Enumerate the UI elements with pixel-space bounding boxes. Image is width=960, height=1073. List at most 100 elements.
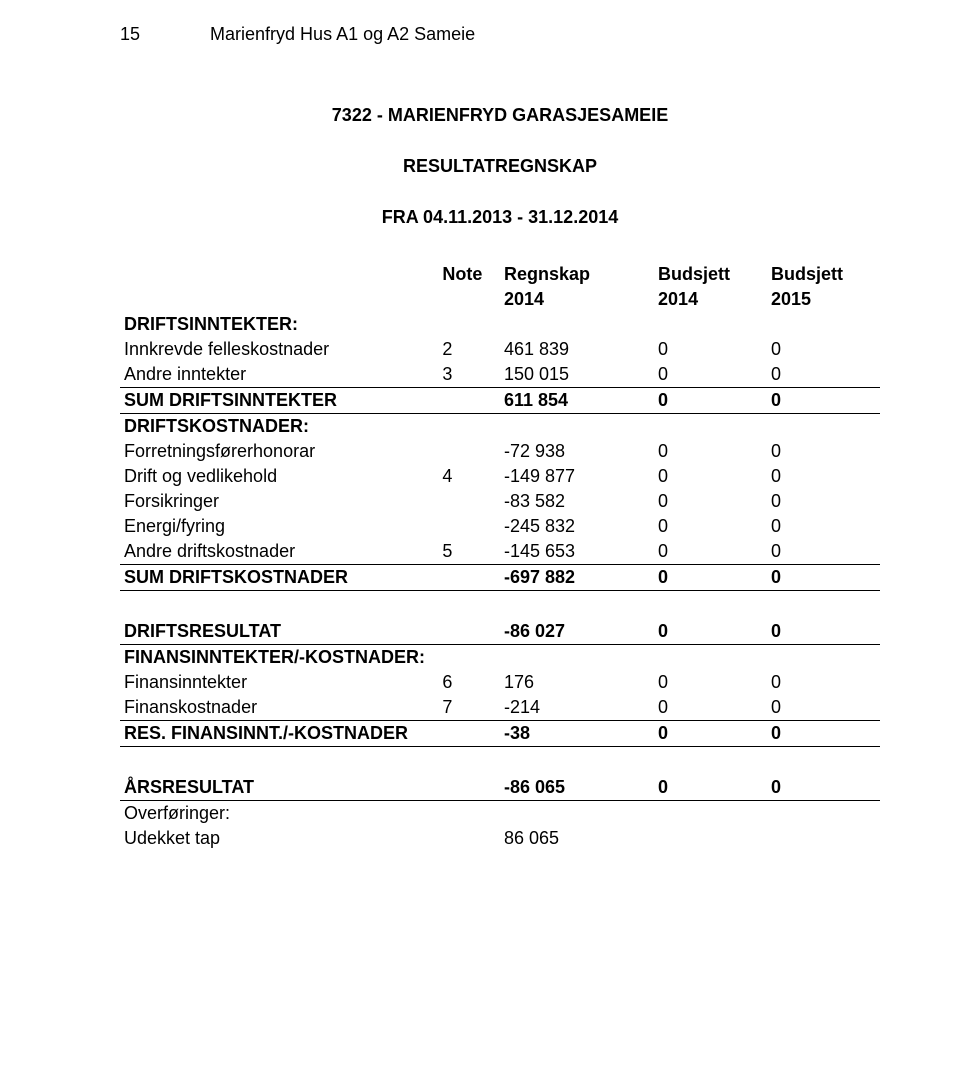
table-row: Innkrevde felleskostnader 2 461 839 0 0 [120,337,880,362]
row-val-a: -245 832 [500,514,654,539]
row-val-a: 150 015 [500,362,654,388]
table-row: Forsikringer -83 582 0 0 [120,489,880,514]
table-header-row-2: 2014 2014 2015 [120,287,880,312]
row-note [438,619,500,645]
row-note: 3 [438,362,500,388]
row-val-a: -145 653 [500,539,654,565]
table-header-row-1: Note Regnskap Budsjett Budsjett [120,262,880,287]
sum-row-costs: SUM DRIFTSKOSTNADER -697 882 0 0 [120,565,880,591]
heading-finans: FINANSINNTEKTER/-KOSTNADER: [120,645,880,671]
page-number: 15 [120,24,140,45]
row-val-c: 0 [767,539,880,565]
row-note [438,721,500,747]
row-val-c: 0 [767,464,880,489]
row-label: Andre inntekter [120,362,438,388]
row-val-b: 0 [654,514,767,539]
row-note [438,489,500,514]
document-title: Marienfryd Hus A1 og A2 Sameie [210,24,475,45]
table-row: Andre driftskostnader 5 -145 653 0 0 [120,539,880,565]
row-val-c: 0 [767,775,880,801]
row-val-a: 611 854 [500,388,654,414]
row-val-b: 0 [654,489,767,514]
row-note [438,826,500,851]
row-val-b: 0 [654,439,767,464]
row-val-c: 0 [767,721,880,747]
row-val-a: -86 065 [500,775,654,801]
row-note [438,514,500,539]
row-label: Andre driftskostnader [120,539,438,565]
year-result-row: ÅRSRESULTAT -86 065 0 0 [120,775,880,801]
sum-row-fin: RES. FINANSINNT./-KOSTNADER -38 0 0 [120,721,880,747]
row-val-c: 0 [767,670,880,695]
row-val-c: 0 [767,489,880,514]
table-row: Finanskostnader 7 -214 0 0 [120,695,880,721]
row-val-a: -149 877 [500,464,654,489]
row-val-a: 86 065 [500,826,654,851]
row-val-a: 176 [500,670,654,695]
row-val-b: 0 [654,539,767,565]
row-val-a: -72 938 [500,439,654,464]
heading-overforinger: Overføringer: [120,801,880,827]
row-val-c: 0 [767,362,880,388]
row-note [438,775,500,801]
row-val-a: -214 [500,695,654,721]
spacer-row [120,591,880,620]
section-heading-fin: FINANSINNTEKTER/-KOSTNADER: [120,645,880,671]
section-heading-income: DRIFTSINNTEKTER: [120,312,880,337]
row-label: SUM DRIFTSKOSTNADER [120,565,438,591]
row-label: RES. FINANSINNT./-KOSTNADER [120,721,438,747]
row-val-c: 0 [767,388,880,414]
page: 15 Marienfryd Hus A1 og A2 Sameie 7322 -… [0,0,960,1073]
row-val-c: 0 [767,695,880,721]
row-label: Finanskostnader [120,695,438,721]
row-val-c [767,826,880,851]
report-subtitle: RESULTATREGNSKAP [120,156,880,177]
row-label: DRIFTSRESULTAT [120,619,438,645]
row-note: 6 [438,670,500,695]
col-year-2014a: 2014 [500,287,654,312]
row-val-c: 0 [767,439,880,464]
row-val-a: -697 882 [500,565,654,591]
row-label: SUM DRIFTSINNTEKTER [120,388,438,414]
col-year-2014b: 2014 [654,287,767,312]
col-budsjett-2015-header: Budsjett [767,262,880,287]
row-label: Energi/fyring [120,514,438,539]
sum-row-income: SUM DRIFTSINNTEKTER 611 854 0 0 [120,388,880,414]
row-val-b: 0 [654,362,767,388]
row-label: Finansinntekter [120,670,438,695]
row-val-b: 0 [654,695,767,721]
table-row: Energi/fyring -245 832 0 0 [120,514,880,539]
row-note [438,388,500,414]
row-label: Innkrevde felleskostnader [120,337,438,362]
row-label: Udekket tap [120,826,438,851]
row-val-b [654,826,767,851]
report-title: 7322 - MARIENFRYD GARASJESAMEIE [120,105,880,126]
operating-result-row: DRIFTSRESULTAT -86 027 0 0 [120,619,880,645]
col-note-header: Note [438,262,500,287]
row-val-a: -38 [500,721,654,747]
row-val-c: 0 [767,514,880,539]
report-period: FRA 04.11.2013 - 31.12.2014 [120,207,880,228]
col-regnskap-header: Regnskap [500,262,654,287]
row-note: 5 [438,539,500,565]
row-val-b: 0 [654,670,767,695]
row-val-b: 0 [654,388,767,414]
row-label: Drift og vedlikehold [120,464,438,489]
row-note: 2 [438,337,500,362]
row-val-c: 0 [767,619,880,645]
row-note [438,439,500,464]
row-val-b: 0 [654,464,767,489]
row-val-b: 0 [654,775,767,801]
row-val-a: -83 582 [500,489,654,514]
row-val-c: 0 [767,337,880,362]
title-block: 7322 - MARIENFRYD GARASJESAMEIE RESULTAT… [120,105,880,228]
table-row: Andre inntekter 3 150 015 0 0 [120,362,880,388]
financial-table: Note Regnskap Budsjett Budsjett 2014 201… [120,262,880,851]
row-val-b: 0 [654,721,767,747]
heading-driftskostnader: DRIFTSKOSTNADER: [120,414,880,440]
row-note [438,565,500,591]
col-year-2015: 2015 [767,287,880,312]
row-val-c: 0 [767,565,880,591]
table-row: Drift og vedlikehold 4 -149 877 0 0 [120,464,880,489]
col-budsjett-2014-header: Budsjett [654,262,767,287]
